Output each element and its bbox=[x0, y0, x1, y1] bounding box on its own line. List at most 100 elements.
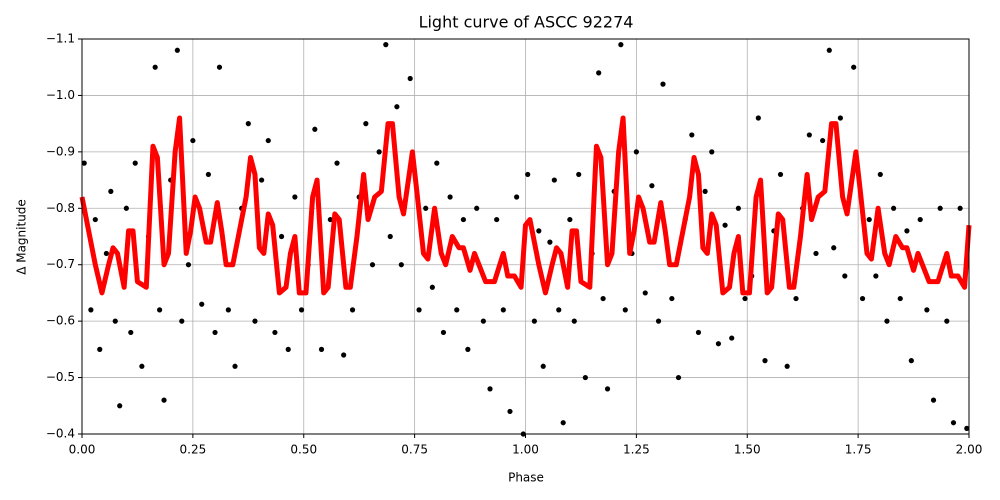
data-point bbox=[500, 307, 506, 313]
data-point bbox=[161, 397, 167, 403]
data-point bbox=[278, 233, 285, 240]
y-tick-label: −0.7 bbox=[46, 257, 75, 271]
data-point bbox=[547, 239, 553, 245]
data-point bbox=[225, 307, 231, 313]
data-point bbox=[831, 245, 837, 251]
data-point bbox=[742, 295, 748, 302]
data-point bbox=[514, 194, 520, 200]
data-point bbox=[891, 205, 897, 211]
data-point bbox=[179, 318, 185, 324]
data-point bbox=[265, 137, 271, 144]
data-point bbox=[784, 363, 790, 369]
data-point bbox=[576, 171, 582, 178]
data-point bbox=[507, 408, 513, 415]
data-point bbox=[440, 329, 447, 336]
data-point bbox=[132, 160, 138, 166]
data-point bbox=[813, 250, 819, 257]
x-tick-label: 0.00 bbox=[69, 443, 96, 457]
data-point bbox=[908, 358, 914, 364]
x-axis-label: Phase bbox=[508, 471, 544, 485]
data-point bbox=[298, 307, 305, 313]
data-point bbox=[877, 171, 883, 178]
data-point bbox=[376, 149, 382, 155]
data-point bbox=[755, 115, 761, 121]
data-point bbox=[174, 47, 180, 53]
data-point bbox=[531, 318, 537, 324]
data-point bbox=[884, 318, 890, 324]
data-point bbox=[735, 205, 741, 211]
data-point bbox=[92, 216, 98, 223]
data-point bbox=[669, 295, 675, 302]
data-point bbox=[851, 64, 857, 70]
y-tick-label: −1.0 bbox=[46, 88, 75, 102]
data-point bbox=[660, 81, 666, 87]
data-point bbox=[859, 295, 866, 302]
data-point bbox=[904, 228, 910, 234]
data-point bbox=[622, 307, 628, 313]
data-point bbox=[252, 318, 258, 324]
data-point bbox=[820, 137, 826, 144]
data-point bbox=[341, 352, 347, 358]
data-point bbox=[334, 160, 340, 166]
data-point bbox=[81, 160, 87, 166]
data-point bbox=[944, 318, 950, 324]
data-point bbox=[387, 233, 393, 240]
data-point bbox=[429, 284, 435, 290]
data-point bbox=[715, 341, 722, 347]
chart-title: Light curve of ASCC 92274 bbox=[419, 13, 634, 32]
data-point bbox=[567, 216, 573, 223]
data-point bbox=[793, 295, 799, 302]
y-axis-label: Δ Magnitude bbox=[15, 199, 29, 275]
data-point bbox=[556, 307, 562, 313]
data-point bbox=[474, 205, 480, 211]
data-point bbox=[806, 132, 812, 138]
data-point bbox=[103, 250, 109, 257]
data-point bbox=[525, 171, 531, 178]
data-point bbox=[633, 149, 639, 155]
data-point bbox=[88, 307, 94, 313]
data-point bbox=[494, 216, 500, 223]
data-point bbox=[873, 273, 879, 279]
x-tick-label: 0.50 bbox=[290, 443, 317, 457]
data-point bbox=[596, 70, 602, 76]
data-point bbox=[447, 194, 453, 200]
data-point bbox=[540, 363, 546, 369]
data-point bbox=[837, 115, 843, 121]
data-point bbox=[152, 64, 158, 70]
data-point bbox=[212, 329, 218, 336]
data-point bbox=[897, 295, 903, 302]
y-tick-label: −0.8 bbox=[46, 201, 75, 215]
x-tick-label: 0.25 bbox=[180, 443, 207, 457]
data-point bbox=[536, 228, 542, 234]
data-point bbox=[205, 171, 211, 178]
y-tick-label: −1.1 bbox=[46, 32, 75, 46]
data-point bbox=[689, 132, 695, 138]
data-point bbox=[917, 216, 923, 223]
data-point bbox=[964, 425, 970, 431]
data-point bbox=[930, 397, 937, 403]
data-point bbox=[139, 363, 145, 369]
data-point bbox=[642, 290, 648, 296]
data-point bbox=[762, 358, 768, 364]
data-point bbox=[128, 329, 134, 336]
x-tick-label: 2.00 bbox=[956, 443, 983, 457]
data-point bbox=[454, 307, 460, 313]
data-point bbox=[349, 307, 356, 313]
y-tick-label: −0.5 bbox=[46, 370, 75, 384]
data-point bbox=[416, 307, 422, 313]
data-point bbox=[190, 137, 196, 144]
data-point bbox=[434, 160, 440, 166]
data-point bbox=[232, 363, 238, 369]
data-point bbox=[709, 149, 715, 155]
data-point bbox=[285, 346, 291, 352]
data-point bbox=[937, 205, 943, 211]
data-point bbox=[722, 222, 728, 228]
data-point bbox=[245, 121, 251, 127]
data-point bbox=[600, 295, 606, 302]
data-point bbox=[157, 307, 163, 313]
x-tick-label: 1.00 bbox=[512, 443, 539, 457]
data-point bbox=[292, 194, 298, 200]
data-point bbox=[369, 262, 376, 268]
data-point bbox=[675, 374, 682, 381]
